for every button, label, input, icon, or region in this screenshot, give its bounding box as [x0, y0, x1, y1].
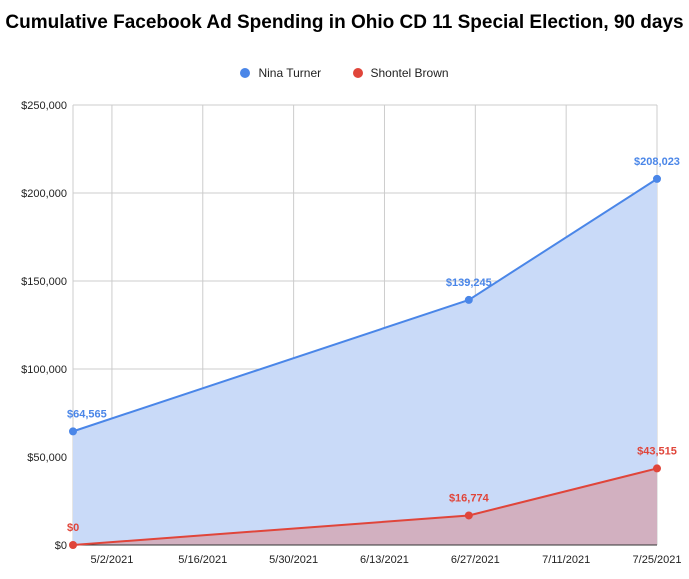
chart-title: Cumulative Facebook Ad Spending in Ohio …: [5, 12, 684, 33]
point-nina-turner-2: [653, 174, 661, 183]
y-tick-label-3: $150,000: [21, 276, 67, 288]
area-nina-turner: [73, 178, 657, 545]
area-shontel-brown: [73, 468, 657, 545]
point-nina-turner-0: [69, 427, 77, 436]
legend-item-shontel-brown[interactable]: Shontel Brown: [352, 66, 449, 80]
point-shontel-brown-1: [464, 511, 473, 520]
chart-legend: Nina Turner Shontel Brown: [0, 66, 689, 81]
point-shontel-brown-2: [653, 464, 661, 473]
legend-label-nina-turner: Nina Turner: [258, 66, 322, 80]
y-tick-label-1: $50,000: [27, 452, 67, 464]
y-tick-label-5: $250,000: [21, 100, 67, 112]
x-tick-label-6: 7/25/2021: [633, 554, 682, 566]
y-tick-label-2: $100,000: [21, 364, 67, 376]
legend-label-shontel-brown: Shontel Brown: [370, 66, 449, 80]
legend-marker-nina-turner: [240, 68, 251, 78]
x-tick-label-3: 6/13/2021: [360, 554, 409, 566]
x-tick-label-4: 6/27/2021: [451, 554, 500, 566]
data-label-shontel-brown-1: $16,774: [449, 492, 490, 504]
legend-item-nina-turner[interactable]: Nina Turner: [240, 66, 321, 80]
data-label-nina-turner-0: $64,565: [67, 408, 107, 420]
y-tick-label-0: $0: [55, 540, 67, 552]
x-tick-label-2: 5/30/2021: [269, 554, 318, 566]
data-label-shontel-brown-2: $43,515: [637, 445, 677, 457]
x-tick-label-5: 7/11/2021: [542, 554, 590, 566]
point-nina-turner-1: [464, 295, 473, 304]
data-label-nina-turner-2: $208,023: [634, 156, 680, 168]
point-shontel-brown-0: [69, 541, 77, 549]
data-label-shontel-brown-0: $0: [67, 522, 79, 534]
legend-marker-shontel-brown: [352, 68, 363, 78]
x-tick-label-1: 5/16/2021: [178, 554, 227, 566]
x-tick-label-0: 5/2/2021: [91, 554, 134, 566]
data-label-nina-turner-1: $139,245: [446, 277, 492, 289]
y-tick-label-4: $200,000: [21, 188, 67, 200]
